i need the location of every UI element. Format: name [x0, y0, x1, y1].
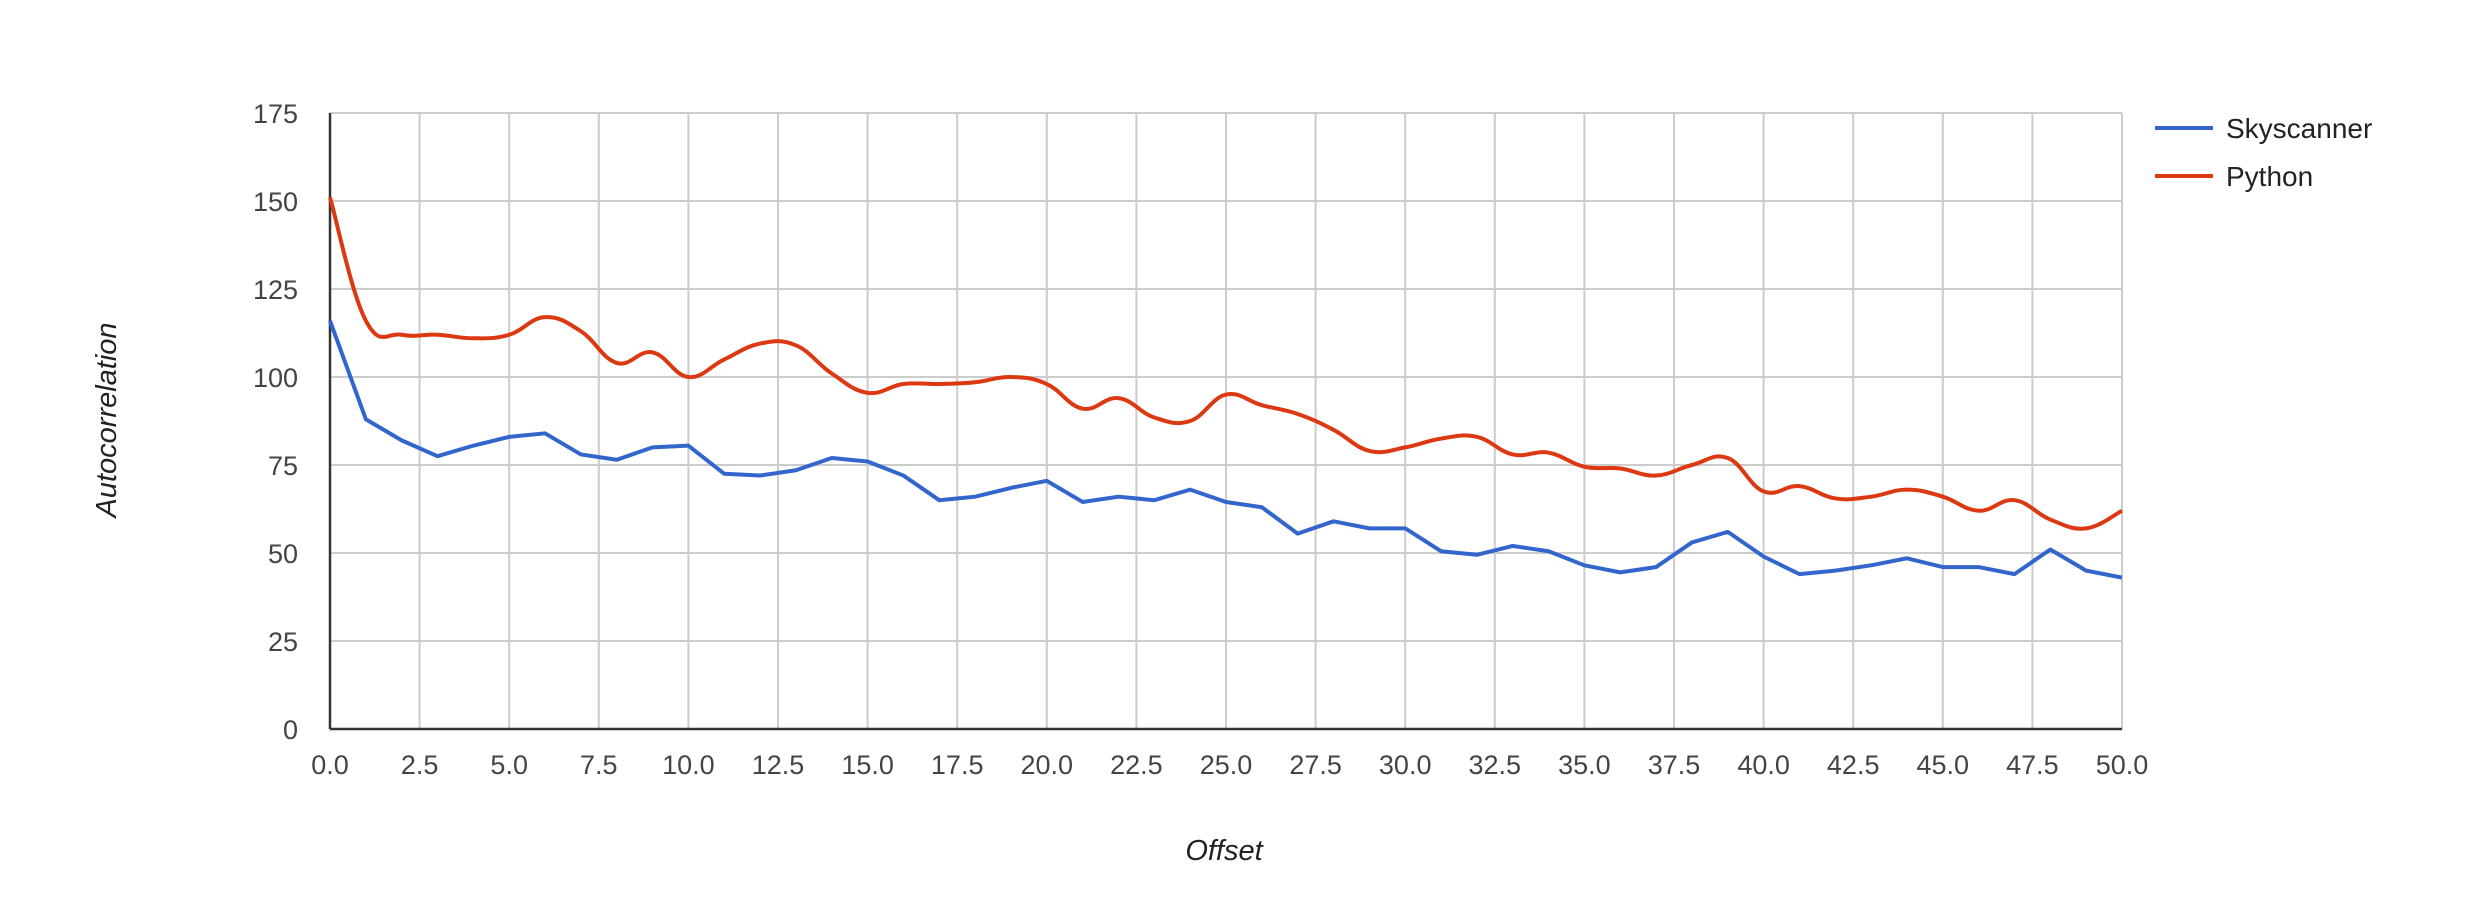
x-tick-label: 22.5: [1110, 750, 1163, 780]
x-tick-label: 17.5: [931, 750, 984, 780]
x-tick-label: 32.5: [1469, 750, 1522, 780]
x-tick-label: 5.0: [490, 750, 528, 780]
series-line-python: [328, 196, 2123, 531]
y-tick-label: 50: [268, 539, 298, 569]
gridlines: [330, 112, 2123, 729]
x-tick-label: 35.0: [1558, 750, 1611, 780]
series-line-skyscanner: [328, 319, 2123, 580]
x-tick-label: 10.0: [662, 750, 715, 780]
x-tick-label: 50.0: [2096, 750, 2149, 780]
x-axis-title: Offset: [1185, 835, 1264, 867]
x-tick-label: 30.0: [1379, 750, 1432, 780]
x-tick-label: 7.5: [580, 750, 618, 780]
x-tick-label: 37.5: [1648, 750, 1701, 780]
x-tick-label: 0.0: [311, 750, 349, 780]
x-tick-label: 2.5: [401, 750, 439, 780]
legend: Skyscanner Python: [2155, 113, 2372, 192]
y-tick-label: 0: [283, 715, 298, 745]
x-tick-label: 45.0: [1917, 750, 1970, 780]
x-tick-label: 12.5: [752, 750, 805, 780]
x-tick-label: 47.5: [2006, 750, 2059, 780]
y-tick-label: 25: [268, 627, 298, 657]
x-tick-label: 42.5: [1827, 750, 1880, 780]
y-tick-label: 125: [253, 275, 298, 305]
x-tick-label: 25.0: [1200, 750, 1253, 780]
x-tick-label: 15.0: [841, 750, 894, 780]
y-tick-label: 150: [253, 187, 298, 217]
x-tick-label: 20.0: [1021, 750, 1074, 780]
y-tick-label: 75: [268, 451, 298, 481]
series-lines: [328, 196, 2123, 580]
axes: [328, 113, 2122, 731]
x-tick-label: 27.5: [1289, 750, 1342, 780]
legend-label-skyscanner: Skyscanner: [2226, 113, 2372, 144]
y-axis-title: Autocorrelation: [91, 322, 123, 519]
y-tick-label: 100: [253, 363, 298, 393]
tick-labels: 0.0 2.5 5.0 7.5 10.0 12.5 15.0 17.5 20.0 22.5 25.0…: [253, 99, 2148, 780]
legend-label-python: Python: [2226, 161, 2313, 192]
y-tick-label: 175: [253, 99, 298, 129]
x-tick-label: 40.0: [1737, 750, 1790, 780]
